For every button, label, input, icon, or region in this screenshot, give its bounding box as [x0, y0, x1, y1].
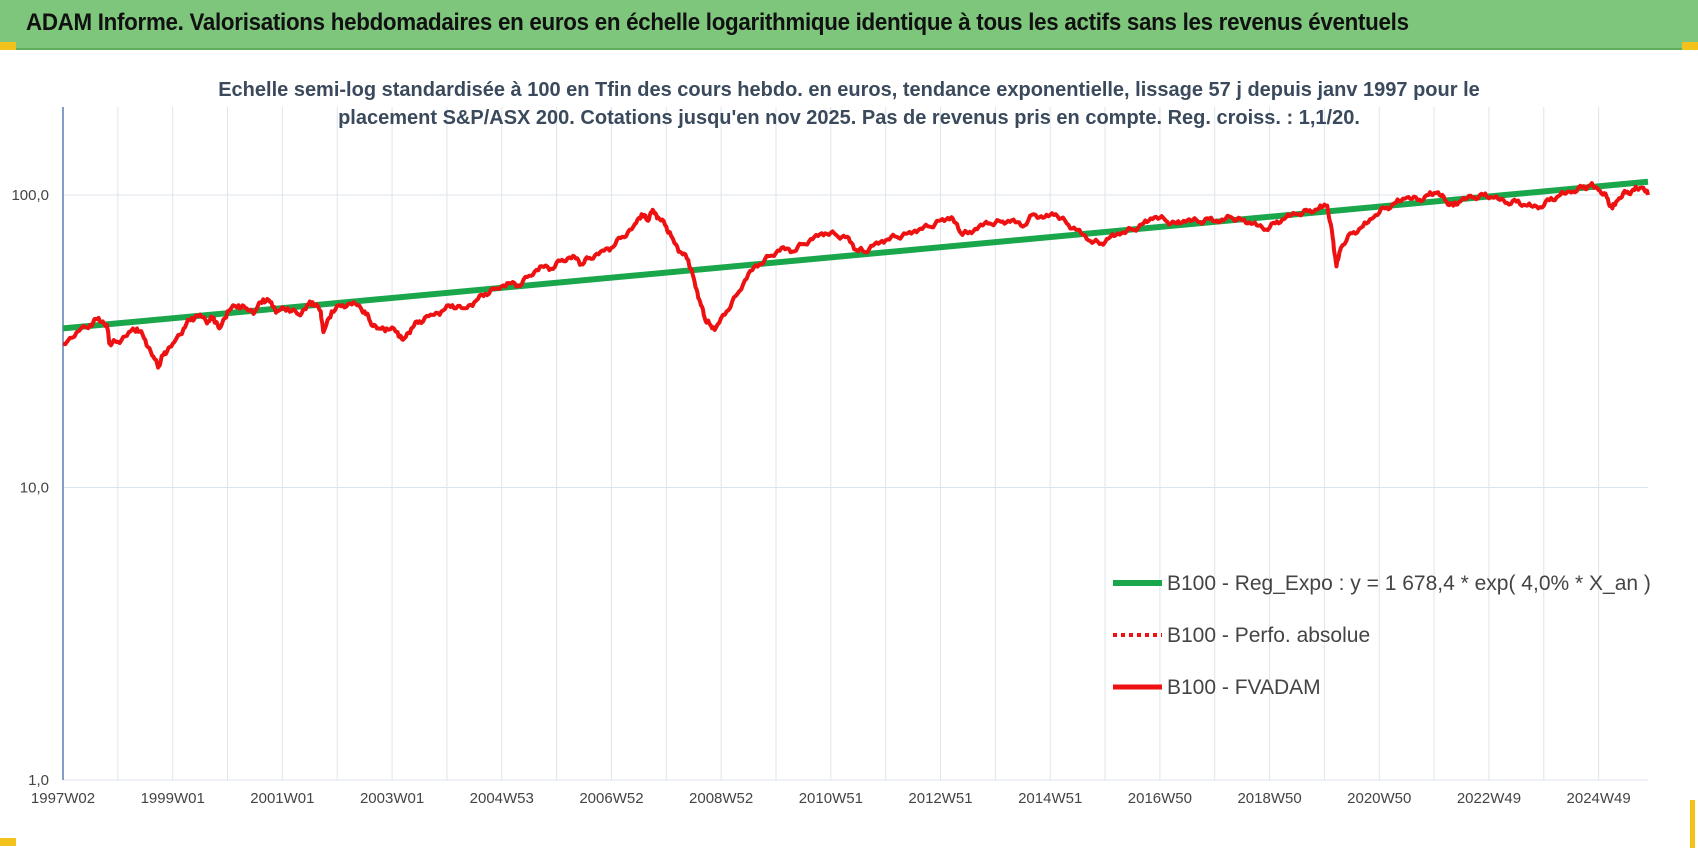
- legend-item: B100 - Reg_Expo : y = 1 678,4 * exp( 4,0…: [1113, 572, 1651, 595]
- fvadam-series-line: [62, 181, 1650, 370]
- corner-mark-top-left: [0, 42, 16, 50]
- x-tick-label: 2022W49: [1457, 790, 1521, 807]
- legend-item: B100 - FVADAM: [1113, 676, 1321, 699]
- series-layer: [62, 178, 1650, 370]
- x-tick-label: 2004W53: [470, 790, 534, 807]
- header-bar: ADAM Informe. Valorisations hebdomadaire…: [0, 0, 1698, 50]
- x-tick-label: 2016W50: [1128, 790, 1192, 807]
- legend: B100 - Reg_Expo : y = 1 678,4 * exp( 4,0…: [1113, 572, 1651, 699]
- x-tick-label: 2024W49: [1567, 790, 1631, 807]
- x-tick-label: 2018W50: [1237, 790, 1301, 807]
- page-title: ADAM Informe. Valorisations hebdomadaire…: [26, 9, 1409, 36]
- x-tick-label: 2014W51: [1018, 790, 1082, 807]
- x-tick-label: 2012W51: [908, 790, 972, 807]
- y-tick-label: 100,0: [11, 187, 49, 204]
- y-tick-label: 1,0: [28, 772, 49, 789]
- corner-mark-top-right: [1682, 42, 1698, 50]
- x-tick-label: 2010W51: [799, 790, 863, 807]
- x-tick-label: 2001W01: [250, 790, 314, 807]
- chart-subtitle-line-1: Echelle semi-log standardisée à 100 en T…: [218, 79, 1480, 101]
- chart-subtitle-line-2: placement S&P/ASX 200. Cotations jusqu'e…: [338, 107, 1360, 129]
- trend-line: [62, 178, 1649, 332]
- y-axis-ticks: 1,0 10,0 100,0: [11, 187, 49, 789]
- y-tick-label: 10,0: [20, 480, 49, 497]
- x-tick-label: 2003W01: [360, 790, 424, 807]
- x-axis-ticks: 1997W02 1999W01 2001W01 2003W01 2004W53 2006W…: [31, 790, 1631, 807]
- x-tick-label: 2008W52: [689, 790, 753, 807]
- x-tick-label: 1997W02: [31, 790, 95, 807]
- chart-area: Echelle semi-log standardisée à 100 en T…: [0, 50, 1698, 855]
- legend-item: B100 - Perfo. absolue: [1113, 624, 1370, 647]
- corner-mark-bottom-right: [1690, 800, 1695, 848]
- x-tick-label: 2006W52: [579, 790, 643, 807]
- legend-label: B100 - FVADAM: [1167, 676, 1321, 699]
- legend-label: B100 - Reg_Expo : y = 1 678,4 * exp( 4,0…: [1167, 572, 1651, 595]
- x-tick-label: 2020W50: [1347, 790, 1411, 807]
- x-tick-label: 1999W01: [141, 790, 205, 807]
- grid-layer: [62, 107, 1648, 781]
- corner-mark-bottom-left: [0, 838, 16, 846]
- legend-label: B100 - Perfo. absolue: [1167, 624, 1370, 647]
- chart-svg: Echelle semi-log standardisée à 100 en T…: [11, 79, 1651, 807]
